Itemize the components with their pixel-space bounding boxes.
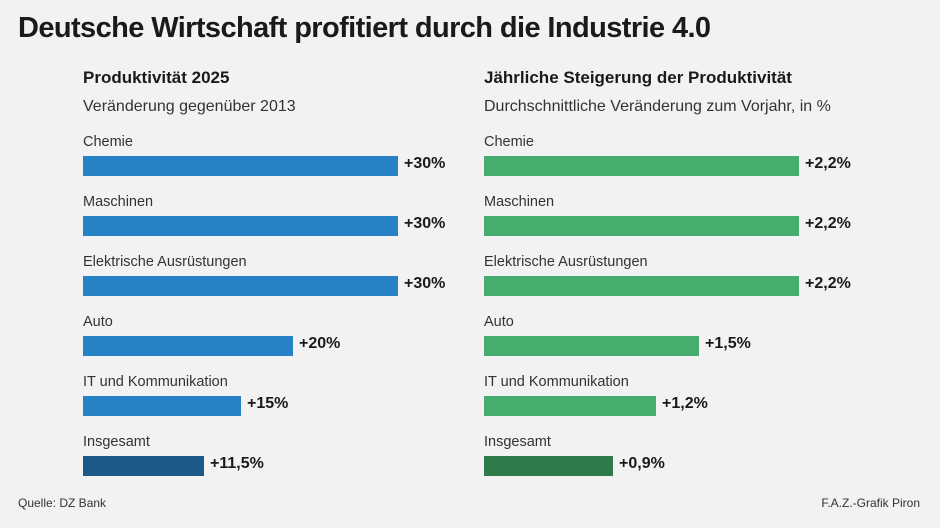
bar-row: Insgesamt +11,5% [83,434,503,484]
chart-panel-annual-increase: Jährliche Steigerung der Produktivität D… [484,66,904,476]
bar-row: Auto +1,5% [484,314,904,364]
bar-row: Insgesamt +0,9% [484,434,904,484]
value-label: +11,5% [210,455,264,472]
bar [83,336,293,356]
chart-panel-productivity-2025: Produktivität 2025 Veränderung gegenüber… [83,66,503,476]
value-label: +15% [247,395,289,412]
category-label: Maschinen [484,194,555,210]
value-label: +30% [404,215,446,232]
bar-row: Elektrische Ausrüstungen +2,2% [484,254,904,304]
category-label: Chemie [83,134,133,150]
value-label: +20% [299,335,341,352]
bar-row: IT und Kommunikation +15% [83,374,503,424]
value-label: +2,2% [805,155,851,172]
category-label: Elektrische Ausrüstungen [484,254,648,270]
bar [83,276,398,296]
bar [484,456,613,476]
bar [83,396,241,416]
bar [484,336,699,356]
category-label: Maschinen [83,194,154,210]
category-label: IT und Kommunikation [83,374,228,390]
bar [83,216,398,236]
category-label: IT und Kommunikation [484,374,629,390]
bar-row: Elektrische Ausrüstungen +30% [83,254,503,304]
bar-row: IT und Kommunikation +1,2% [484,374,904,424]
category-label: Insgesamt [484,434,551,450]
value-label: +1,5% [705,335,751,352]
bar [484,396,656,416]
value-label: +2,2% [805,215,851,232]
panel-subtitle: Veränderung gegenüber 2013 [83,98,296,115]
bar [83,156,398,176]
value-label: +30% [404,155,446,172]
bar [484,156,799,176]
value-label: +30% [404,275,446,292]
value-label: +2,2% [805,275,851,292]
bar-row: Chemie +30% [83,134,503,184]
panel-title: Jährliche Steigerung der Produktivität [484,68,792,87]
panel-subtitle: Durchschnittliche Veränderung zum Vorjah… [484,98,831,115]
category-label: Auto [484,314,514,330]
category-label: Auto [83,314,113,330]
bar-row: Chemie +2,2% [484,134,904,184]
value-label: +0,9% [619,455,665,472]
chart-title: Deutsche Wirtschaft profitiert durch die… [18,12,711,44]
category-label: Insgesamt [83,434,150,450]
bar [484,216,799,236]
credit-note: F.A.Z.-Grafik Piron [821,496,920,510]
value-label: +1,2% [662,395,708,412]
bar-row: Maschinen +30% [83,194,503,244]
category-label: Elektrische Ausrüstungen [83,254,247,270]
panel-title: Produktivität 2025 [83,68,230,87]
bar [484,276,799,296]
source-note: Quelle: DZ Bank [18,496,107,510]
bar-row: Maschinen +2,2% [484,194,904,244]
bar-row: Auto +20% [83,314,503,364]
bar [83,456,204,476]
category-label: Chemie [484,134,534,150]
